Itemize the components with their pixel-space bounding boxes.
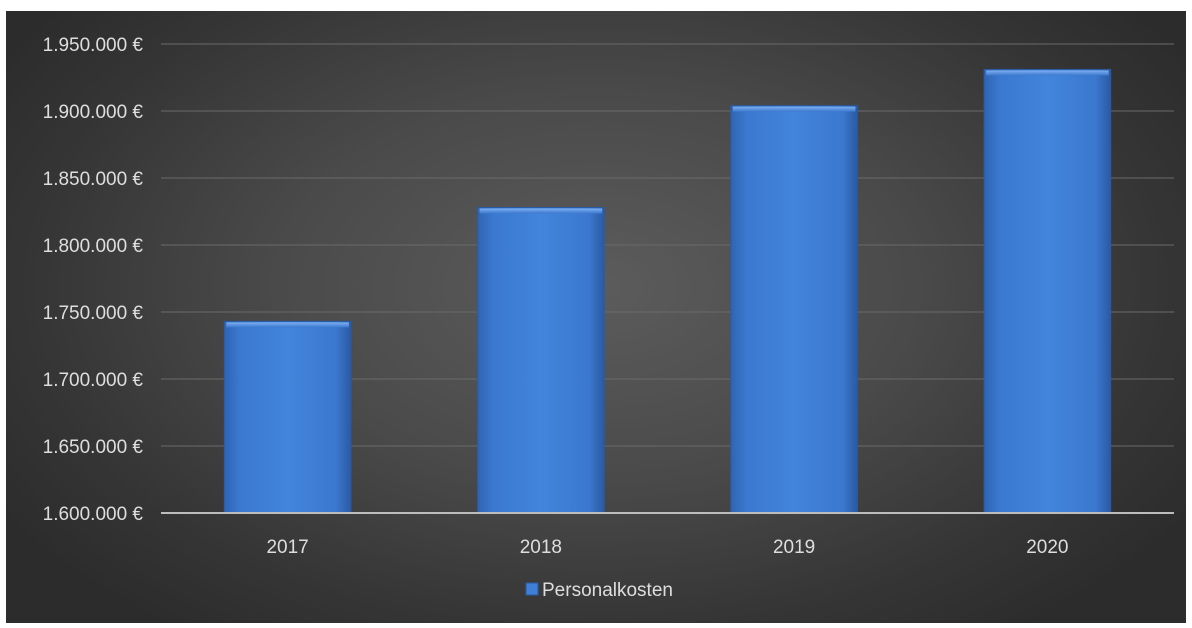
y-tick-label: 1.850.000 € <box>43 169 144 190</box>
y-tick-label: 1.900.000 € <box>43 102 144 123</box>
legend-swatch <box>525 582 539 596</box>
chart-area: 1.600.000 € 1.650.000 € 1.700.000 € 1.750.0… <box>6 11 1186 623</box>
y-tick-label: 1.600.000 € <box>43 504 144 525</box>
bar-2019 <box>730 105 858 514</box>
bar-2017 <box>223 320 352 514</box>
legend[interactable]: Personalkosten <box>525 580 673 601</box>
x-tick-label: 2018 <box>520 537 562 558</box>
bar-2020 <box>983 68 1112 514</box>
bar-2018 <box>477 206 605 514</box>
bar-highlight <box>986 70 1109 76</box>
y-tick-label: 1.950.000 € <box>43 35 144 56</box>
bar-highlight <box>732 106 856 112</box>
y-tick-label: 1.650.000 € <box>43 437 144 458</box>
x-tick-label: 2017 <box>266 537 308 558</box>
x-tick-label: 2020 <box>1026 537 1068 558</box>
bar-highlight <box>479 208 603 214</box>
bar <box>983 68 1112 514</box>
y-tick-label: 1.700.000 € <box>43 370 144 391</box>
bar <box>730 105 858 514</box>
y-axis-tick-labels: 1.600.000 € 1.650.000 € 1.700.000 € 1.750.0… <box>43 35 144 525</box>
legend-label: Personalkosten <box>542 580 673 601</box>
y-tick-label: 1.750.000 € <box>43 303 144 324</box>
y-tick-label: 1.800.000 € <box>43 236 144 257</box>
bar <box>477 206 605 514</box>
bar-chart: 1.600.000 € 1.650.000 € 1.700.000 € 1.750.0… <box>43 35 1174 601</box>
bar <box>223 320 352 514</box>
bars <box>223 68 1112 514</box>
x-tick-label: 2019 <box>773 537 815 558</box>
x-axis-tick-labels: 2017 2018 2019 2020 <box>266 537 1068 558</box>
bar-highlight <box>226 322 349 328</box>
